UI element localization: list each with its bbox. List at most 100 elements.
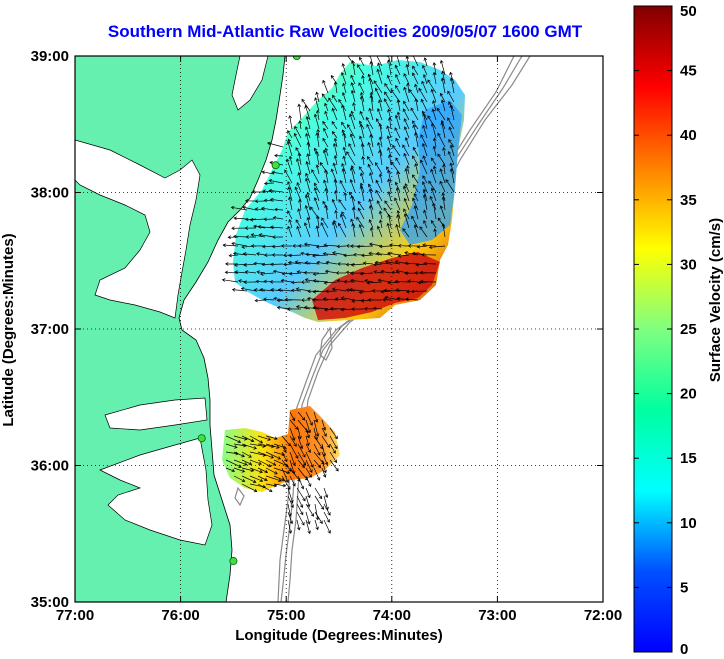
velocity-arrow — [257, 435, 272, 441]
velocity-arrow — [394, 279, 410, 284]
velocity-arrow — [411, 215, 419, 229]
velocity-arrow — [386, 135, 392, 148]
velocity-arrow — [378, 244, 392, 249]
velocity-arrow — [384, 200, 392, 211]
x-axis-label: Longitude (Degrees:Minutes) — [235, 627, 443, 644]
colorbar-tick-label: 40 — [680, 127, 697, 144]
velocity-arrow — [422, 112, 428, 130]
velocity-arrow — [350, 263, 365, 267]
velocity-arrow — [321, 217, 329, 229]
colorbar-ticks: 0 5 10 15 20 25 30 35 40 45 50 — [634, 3, 697, 658]
velocity-arrow — [358, 290, 374, 295]
velocity-arrow — [306, 141, 311, 157]
velocity-arrow — [271, 253, 284, 257]
velocity-arrow — [305, 467, 312, 478]
velocity-arrow — [439, 168, 446, 184]
chesapeake-bay — [75, 139, 201, 319]
velocity-arrow — [386, 222, 392, 238]
velocity-arrow — [375, 118, 383, 130]
velocity-arrow — [312, 305, 329, 310]
velocity-vectors — [221, 56, 455, 535]
velocity-arrow — [447, 90, 455, 103]
velocity-arrow — [321, 435, 330, 448]
velocity-arrow — [407, 243, 419, 248]
velocity-arrow — [403, 126, 410, 139]
velocity-arrow — [412, 124, 419, 139]
velocity-arrow — [359, 123, 365, 139]
velocity-arrow — [296, 511, 305, 526]
velocity-arrow — [403, 100, 410, 112]
velocity-arrow — [342, 155, 347, 166]
velocity-arrow — [287, 130, 293, 139]
velocity-arrow — [359, 110, 365, 121]
velocity-arrow — [313, 113, 320, 130]
velocity-arrow — [234, 270, 248, 274]
velocity-arrow — [414, 83, 419, 94]
velocity-arrow — [316, 128, 321, 139]
velocity-arrow — [295, 219, 302, 229]
velocity-arrow — [419, 270, 437, 275]
velocity-arrow — [293, 132, 302, 148]
velocity-arrow — [440, 77, 446, 94]
velocity-arrow — [403, 86, 410, 103]
velocity-arrow — [321, 459, 327, 474]
velocity-arrow — [301, 298, 311, 303]
velocity-arrow — [312, 272, 329, 276]
velocity-arrow — [315, 132, 320, 148]
velocity-arrow — [366, 280, 383, 285]
velocity-arrow — [418, 87, 428, 103]
velocity-arrow — [265, 467, 278, 475]
velocity-arrow — [358, 223, 365, 238]
velocity-arrow — [227, 235, 239, 240]
velocity-arrow — [396, 170, 401, 184]
velocity-arrow — [305, 252, 320, 257]
velocity-arrow — [387, 117, 392, 130]
velocity-arrow — [296, 487, 306, 502]
velocity-arrow — [422, 181, 428, 193]
y-tick-label: 39:00 — [31, 48, 69, 65]
velocity-arrow — [351, 222, 356, 238]
velocity-arrow — [297, 152, 302, 166]
velocity-arrow — [356, 216, 365, 229]
velocity-arrow — [329, 451, 337, 464]
velocity-arrow — [431, 202, 437, 220]
velocity-arrow — [351, 206, 356, 220]
velocity-arrow — [241, 443, 257, 450]
velocity-arrow — [412, 174, 419, 184]
colorbar-tick-label: 45 — [680, 63, 697, 80]
velocity-arrow — [242, 205, 257, 211]
velocity-arrow — [274, 207, 284, 212]
velocity-arrow — [340, 213, 347, 229]
velocity-arrow — [332, 142, 338, 157]
velocity-arrow — [334, 209, 338, 220]
velocity-arrow — [448, 139, 455, 148]
velocity-arrow — [361, 75, 365, 85]
velocity-arrow — [297, 475, 305, 490]
y-axis-label: Latitude (Degrees:Minutes) — [0, 233, 17, 426]
velocity-arrow — [296, 182, 302, 193]
velocity-arrow — [320, 222, 329, 238]
velocity-arrow — [350, 244, 365, 249]
velocity-arrow — [324, 102, 329, 112]
velocity-arrow — [421, 80, 428, 94]
velocity-arrow — [316, 260, 329, 265]
velocity-arrow — [297, 411, 306, 421]
velocity-arrow — [368, 204, 374, 220]
velocity-arrow — [423, 57, 428, 67]
velocity-arrow — [331, 198, 338, 211]
velocity-arrow — [287, 511, 294, 525]
station-marker — [271, 161, 280, 170]
velocity-arrow — [298, 198, 302, 211]
velocity-arrow — [313, 187, 320, 202]
velocity-arrow — [323, 511, 330, 523]
velocity-arrow — [304, 204, 311, 220]
velocity-arrow — [362, 261, 374, 266]
velocity-arrow — [340, 71, 347, 85]
velocity-arrow — [419, 226, 428, 238]
velocity-arrow — [333, 178, 338, 193]
velocity-arrow — [412, 197, 419, 211]
velocity-arrow — [250, 233, 266, 238]
velocity-arrow — [233, 459, 248, 466]
velocity-arrow — [384, 83, 392, 94]
